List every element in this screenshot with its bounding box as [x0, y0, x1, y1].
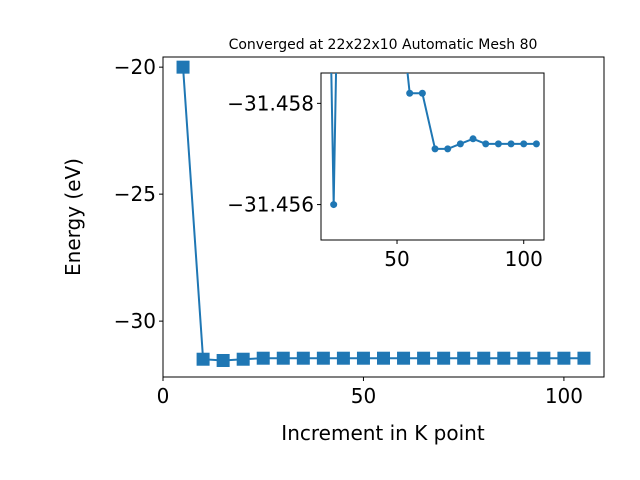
main-data-point	[256, 351, 270, 365]
inset-data-point	[469, 135, 477, 143]
inset-plot-area	[320, 72, 545, 241]
main-x-tick-label: 50	[351, 384, 376, 408]
main-data-point	[236, 352, 250, 366]
main-data-point	[457, 351, 471, 365]
main-data-point	[356, 351, 370, 365]
main-data-point	[537, 351, 551, 365]
main-y-tick-label: −30	[114, 309, 156, 333]
inset-x-tick-label: 100	[505, 247, 543, 271]
main-y-ticks: −20 −25 −30	[114, 55, 163, 333]
main-data-point	[437, 351, 451, 365]
main-series	[176, 60, 591, 367]
main-data-point	[276, 351, 290, 365]
inset-data-point	[418, 89, 426, 97]
main-x-tick-label: 0	[157, 384, 170, 408]
main-data-point	[196, 352, 210, 366]
main-data-point	[477, 351, 491, 365]
inset-y-tick-label: −31.456	[227, 193, 314, 217]
main-data-point	[216, 353, 230, 367]
inset-y-ticks: −31.458 −31.456	[227, 91, 321, 217]
inset-x-tick-label: 50	[384, 247, 409, 271]
inset-data-point	[494, 140, 502, 148]
inset-data-point	[520, 140, 528, 148]
x-axis-label: Increment in K point	[281, 421, 485, 445]
inset-data-point	[532, 140, 540, 148]
main-data-point	[517, 351, 531, 365]
main-data-point	[296, 351, 310, 365]
main-data-point	[557, 351, 571, 365]
inset-data-point	[330, 201, 338, 209]
inset-data-point	[482, 140, 490, 148]
main-data-point	[316, 351, 330, 365]
main-data-point	[397, 351, 411, 365]
inset-data-point	[507, 140, 515, 148]
main-data-point	[336, 351, 350, 365]
inset-data-point	[406, 89, 414, 97]
main-data-point	[497, 351, 511, 365]
inset-data-point	[444, 145, 452, 153]
main-data-point	[176, 60, 190, 74]
main-data-point	[417, 351, 431, 365]
main-y-tick-label: −20	[114, 55, 156, 79]
main-x-tick-label: 100	[545, 384, 583, 408]
main-data-point	[577, 351, 591, 365]
main-x-ticks: 0 50 100	[157, 377, 583, 408]
inset-x-ticks: 50 100	[384, 240, 543, 271]
main-data-point	[377, 351, 390, 365]
inset-series	[330, 73, 540, 209]
main-y-tick-label: −25	[114, 182, 156, 206]
chart-title: Converged at 22x22x10 Automatic Mesh 80	[229, 37, 538, 53]
inset-data-point	[456, 140, 464, 148]
y-axis-label: Energy (eV)	[61, 158, 85, 276]
inset-data-point	[431, 145, 439, 153]
inset-y-tick-label: −31.458	[227, 91, 314, 115]
